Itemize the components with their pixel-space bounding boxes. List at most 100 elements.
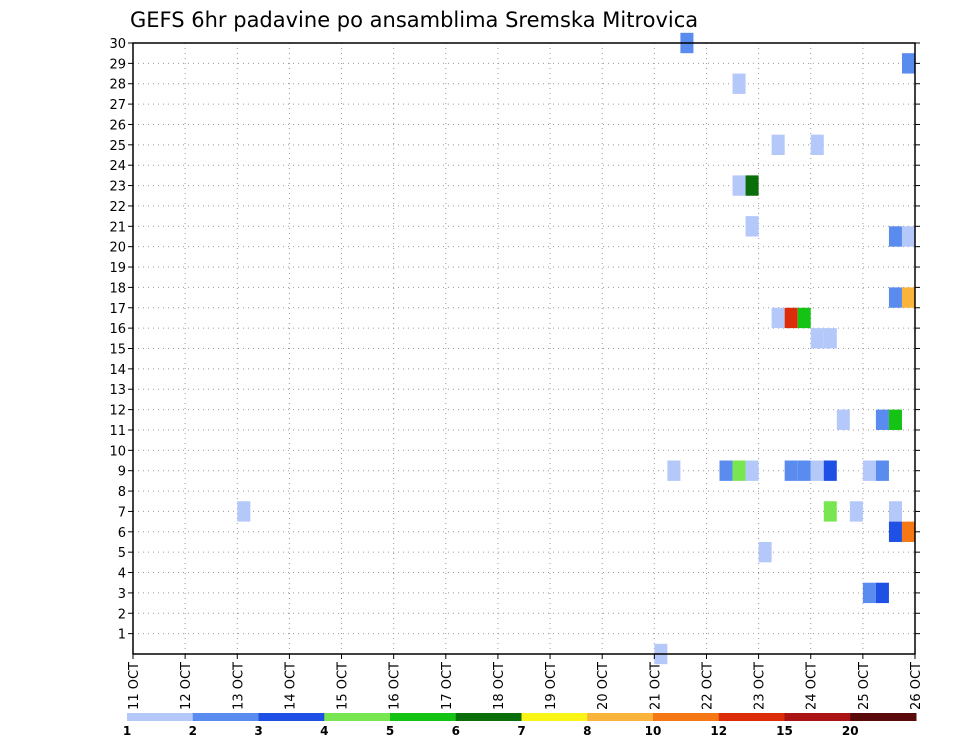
legend-swatch xyxy=(587,713,654,721)
legend-swatch xyxy=(850,713,917,721)
precipitation-cell xyxy=(875,582,889,604)
legend-label: 2 xyxy=(189,724,197,738)
precipitation-cell xyxy=(901,226,915,247)
precipitation-cell xyxy=(901,521,915,542)
precipitation-cell xyxy=(758,541,772,563)
legend-label: 7 xyxy=(517,724,525,738)
x-tick-label: 23 OCT xyxy=(753,662,768,710)
x-tick-label: 13 OCT xyxy=(231,662,246,710)
legend-swatch xyxy=(718,713,785,721)
y-tick-label: 22 xyxy=(109,200,126,215)
legend-label: 8 xyxy=(583,724,591,738)
legend-swatch xyxy=(192,713,259,721)
legend-label: 4 xyxy=(320,724,328,738)
precipitation-cell xyxy=(875,460,889,481)
y-tick-label: 24 xyxy=(109,159,126,174)
precipitation-cell xyxy=(797,460,811,481)
legend-swatch xyxy=(653,713,720,721)
y-tick-label: 18 xyxy=(109,281,126,296)
legend-swatch xyxy=(127,713,194,721)
precipitation-cell xyxy=(667,460,681,481)
legend-label: 6 xyxy=(452,724,460,738)
precipitation-cell xyxy=(849,501,863,522)
y-tick-label: 12 xyxy=(109,404,126,419)
y-tick-label: 9 xyxy=(118,465,126,480)
y-axis-ticks: 1234567891011121314151617181920212223242… xyxy=(109,37,920,643)
y-tick-label: 29 xyxy=(109,57,126,72)
legend-swatch xyxy=(324,713,391,721)
y-tick-label: 2 xyxy=(118,607,126,622)
y-tick-label: 16 xyxy=(109,322,126,337)
x-tick-label: 12 OCT xyxy=(179,662,194,710)
precipitation-cell xyxy=(784,307,798,329)
x-tick-label: 21 OCT xyxy=(648,662,663,710)
precipitation-cell xyxy=(888,409,902,430)
precipitation-cell xyxy=(810,328,824,349)
precipitation-cell xyxy=(810,134,824,156)
x-tick-label: 16 OCT xyxy=(388,662,403,710)
legend-label: 15 xyxy=(776,724,793,738)
x-tick-label: 26 OCT xyxy=(909,662,924,710)
legend-label: 1 xyxy=(123,724,131,738)
precipitation-cell xyxy=(823,501,837,522)
y-tick-label: 23 xyxy=(109,180,126,195)
precipitation-cell xyxy=(888,226,902,247)
y-tick-label: 10 xyxy=(109,444,126,459)
precipitation-cells xyxy=(237,32,915,665)
precipitation-cell xyxy=(901,53,915,74)
y-tick-label: 20 xyxy=(109,241,126,256)
legend-swatch xyxy=(390,713,457,721)
precipitation-cell xyxy=(901,287,915,308)
x-tick-label: 17 OCT xyxy=(440,662,455,710)
precipitation-cell xyxy=(732,175,746,196)
y-tick-label: 14 xyxy=(109,363,126,378)
legend-label: 5 xyxy=(386,724,394,738)
legend-swatch xyxy=(784,713,851,721)
y-tick-label: 25 xyxy=(109,139,126,154)
precipitation-cell xyxy=(719,460,733,481)
precipitation-cell xyxy=(862,582,876,604)
y-tick-label: 13 xyxy=(109,383,126,398)
x-tick-label: 22 OCT xyxy=(700,662,715,710)
precipitation-cell xyxy=(862,460,876,481)
chart-title: GEFS 6hr padavine po ansamblima Sremska … xyxy=(130,8,698,32)
legend-label: 3 xyxy=(254,724,262,738)
precipitation-cell xyxy=(823,328,837,349)
y-tick-label: 11 xyxy=(109,424,126,439)
y-tick-label: 7 xyxy=(118,505,126,520)
precipitation-cell xyxy=(745,216,759,237)
y-tick-label: 6 xyxy=(118,526,126,541)
color-legend: 1 2 3 4 5 6 7 8 10 12 15 20 xyxy=(123,713,917,738)
y-tick-label: 1 xyxy=(118,628,126,643)
legend-swatch xyxy=(455,713,522,721)
legend-swatch xyxy=(521,713,588,721)
precipitation-cell xyxy=(875,409,889,430)
y-tick-label: 19 xyxy=(109,261,126,276)
precipitation-cell xyxy=(823,460,837,481)
precipitation-cell xyxy=(745,175,759,196)
legend-label: 12 xyxy=(710,724,727,738)
y-tick-label: 28 xyxy=(109,78,126,93)
legend-swatch xyxy=(258,713,325,721)
x-tick-label: 18 OCT xyxy=(492,662,507,710)
precipitation-cell xyxy=(745,460,759,481)
x-tick-label: 25 OCT xyxy=(857,662,872,710)
x-tick-label: 19 OCT xyxy=(544,662,559,710)
precipitation-cell xyxy=(771,134,785,156)
y-tick-label: 5 xyxy=(118,546,126,561)
precipitation-cell xyxy=(237,501,251,522)
precipitation-cell xyxy=(784,460,798,481)
legend-label: 10 xyxy=(645,724,662,738)
legend-label: 20 xyxy=(842,724,859,738)
precipitation-cell xyxy=(732,73,746,94)
x-tick-label: 11 OCT xyxy=(127,662,142,710)
precipitation-cell xyxy=(732,460,746,481)
y-tick-label: 17 xyxy=(109,302,126,317)
x-tick-label: 15 OCT xyxy=(336,662,351,710)
precipitation-cell xyxy=(797,307,811,329)
x-axis-ticks: 11 OCT 12 OCT 13 OCT 14 OCT 15 OCT 16 OCT 17 O… xyxy=(127,654,924,710)
x-tick-label: 24 OCT xyxy=(805,662,820,710)
y-tick-label: 8 xyxy=(118,485,126,500)
grid-lines xyxy=(133,43,915,654)
